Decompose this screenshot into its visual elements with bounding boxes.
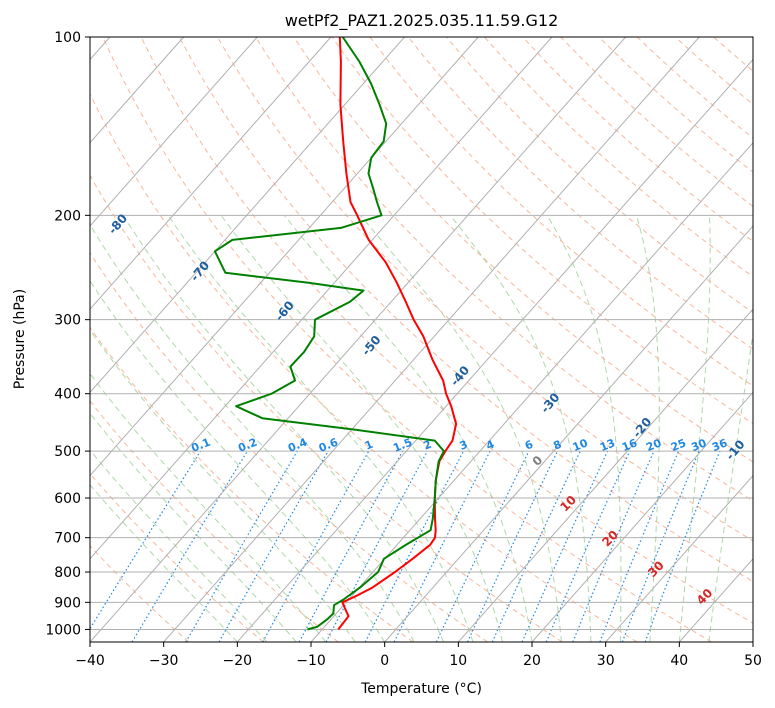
y-axis-title: Pressure (hPa) xyxy=(12,289,28,389)
moist-adiabat-line xyxy=(546,215,622,642)
isotherm-line xyxy=(90,37,258,227)
x-tick-label: 50 xyxy=(744,653,762,669)
mixing-ratio-label: 13 xyxy=(598,436,617,454)
mixing-ratio-label: 2 xyxy=(422,438,434,453)
mixing-ratio-label: 36 xyxy=(710,436,729,454)
moist-adiabat-line xyxy=(90,329,356,642)
x-tick-label: 30 xyxy=(597,653,615,669)
dry-adiabat-line xyxy=(90,472,264,642)
x-tick-label: 10 xyxy=(449,653,467,669)
x-axis-ticks: −40 −30 −20 −10 0 10 20 30 40 50 xyxy=(75,642,762,669)
isotherm-line xyxy=(310,141,753,642)
y-tick-label: 1000 xyxy=(45,622,81,638)
isotherm-line xyxy=(163,37,700,642)
isotherm-line xyxy=(90,37,479,477)
y-tick-label: 400 xyxy=(54,387,81,403)
dry-adiabat-line xyxy=(90,174,563,642)
y-tick-label: 700 xyxy=(54,531,81,547)
sounding-profiles xyxy=(213,37,458,631)
isotherm-line xyxy=(90,37,553,560)
y-tick-label: 900 xyxy=(54,595,81,611)
moist-adiabat-line xyxy=(449,214,592,642)
y-tick-label: 100 xyxy=(54,30,81,46)
mixing-ratio-label: 10 xyxy=(571,436,590,454)
isotherm-line xyxy=(605,474,753,642)
isotherm-line xyxy=(90,37,332,310)
mixing-ratio-label: 1 xyxy=(363,438,375,453)
y-tick-label: 500 xyxy=(54,444,81,460)
moist-adiabat-line xyxy=(635,215,660,642)
moist-adiabat-line xyxy=(122,215,445,642)
dry-adiabat-line xyxy=(140,37,753,624)
isotherm-line xyxy=(236,58,753,642)
y-axis-ticks: 100 200 300 400 500 600 700 800 900 1000 xyxy=(45,30,90,638)
isotherm-line xyxy=(384,225,753,642)
mixing-ratio-label: 16 xyxy=(620,436,639,454)
temperature-profile-line xyxy=(337,37,458,631)
mixing-ratio-line xyxy=(298,450,404,642)
x-tick-label: −10 xyxy=(296,653,326,669)
mixing-ratio-line xyxy=(393,450,491,642)
isotherms xyxy=(90,37,753,642)
mixing-ratio-line xyxy=(599,450,680,642)
isotherm-line xyxy=(531,391,753,642)
mixing-ratio-label: 3 xyxy=(458,438,470,453)
moist-adiabats xyxy=(90,214,753,642)
mixing-ratio-line xyxy=(572,450,655,642)
dry-adiabat-line xyxy=(90,251,488,642)
x-tick-label: 0 xyxy=(380,653,389,669)
y-tick-label: 800 xyxy=(54,565,81,581)
isobars xyxy=(90,37,753,630)
dry-adiabat-line xyxy=(331,37,753,425)
mixing-ratio-line xyxy=(621,450,700,642)
isotherm-line xyxy=(90,37,405,394)
y-tick-label: 300 xyxy=(54,313,81,329)
mixing-ratio-label: 20 xyxy=(644,436,663,454)
mixing-ratio-line xyxy=(545,450,631,642)
moist-adiabat-line xyxy=(284,214,533,642)
moist-adiabat-line xyxy=(90,223,415,642)
x-tick-label: −20 xyxy=(223,653,253,669)
y-tick-label: 200 xyxy=(54,208,81,224)
isotherm-line xyxy=(90,37,626,642)
x-tick-label: 40 xyxy=(670,653,688,669)
x-tick-label: −40 xyxy=(75,653,105,669)
mixing-ratio-line xyxy=(521,450,609,642)
moist-adiabat-line xyxy=(90,484,238,642)
x-tick-label: −30 xyxy=(149,653,179,669)
moist-adiabat-line xyxy=(90,449,268,642)
moist-adiabat-line xyxy=(708,330,753,642)
dewpoint-profile-line xyxy=(213,37,445,631)
dry-adiabat-line xyxy=(90,92,638,642)
plot-frame xyxy=(89,36,754,643)
mixing-ratio-label: 8 xyxy=(552,438,564,453)
mixing-ratio-label: 30 xyxy=(689,436,708,454)
dry-adiabat-line xyxy=(255,37,753,502)
y-tick-label: 600 xyxy=(54,491,81,507)
chart-title: wetPf2_PAZ1.2025.035.11.59.G12 xyxy=(285,11,559,31)
x-axis-title: Temperature (°C) xyxy=(360,681,482,697)
mixing-ratio-line xyxy=(644,450,721,642)
moist-adiabat-line xyxy=(220,215,503,642)
dry-adiabat-line xyxy=(446,37,753,314)
dry-adiabat-line xyxy=(369,37,753,387)
dry-adiabat-line xyxy=(90,400,339,642)
isotherm-line xyxy=(90,37,184,144)
moist-adiabat-line xyxy=(90,280,386,642)
moist-adiabat-line xyxy=(167,215,474,642)
x-tick-label: 20 xyxy=(523,653,541,669)
isotherm-line xyxy=(457,308,753,642)
moist-adiabat-line xyxy=(90,412,297,642)
dry-adiabat-line xyxy=(178,37,753,583)
mixing-ratio-label: 25 xyxy=(669,436,688,454)
plot-area: 0.10.20.40.611.52346810131620253036-100-… xyxy=(90,37,753,642)
mixing-ratio-line xyxy=(262,450,370,642)
mixing-ratio-line xyxy=(325,450,428,642)
moist-adiabat-line xyxy=(360,214,562,642)
moist-adiabat-line xyxy=(678,215,711,642)
